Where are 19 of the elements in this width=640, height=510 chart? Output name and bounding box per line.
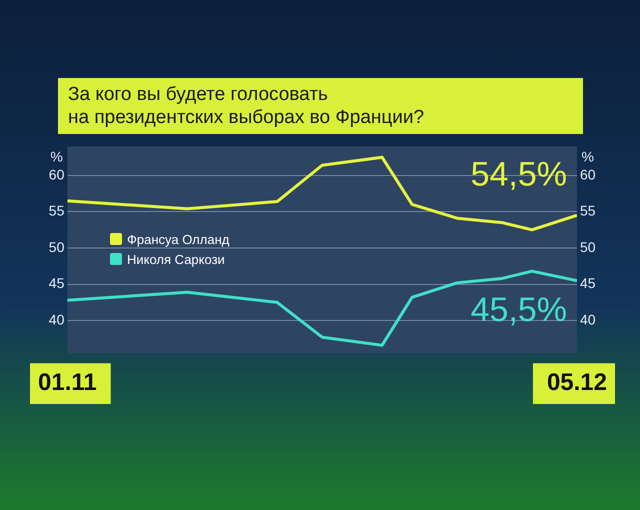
y2-tick-label: 40	[580, 311, 596, 328]
y-tick-label: 55	[48, 202, 65, 219]
x-tick-label: 05.12	[546, 369, 607, 396]
y2-axis-title: %	[582, 148, 594, 164]
annotation: 45,5%	[470, 291, 567, 330]
y2-tick-label: 60	[580, 166, 596, 182]
y-axis-title: %	[50, 148, 63, 164]
y-tick-label: 45	[48, 275, 65, 292]
annotation: 54,5%	[470, 156, 567, 194]
y2-tick-label: 45	[580, 275, 596, 292]
y-tick-label: 60	[48, 166, 65, 182]
legend-label: Франсуа Олланд	[126, 231, 230, 249]
y-tick-label: 50	[48, 238, 65, 255]
legend-label: Николя Саркози	[126, 251, 226, 269]
y-tick-label: 40	[48, 311, 65, 328]
y2-tick-label: 55	[580, 202, 596, 219]
y2-tick-label: 50	[580, 238, 596, 255]
chart-title: За кого вы будете голосовать на президентских выборах во Франции?	[58, 78, 583, 134]
x-tick-label: 01.11	[38, 369, 97, 396]
